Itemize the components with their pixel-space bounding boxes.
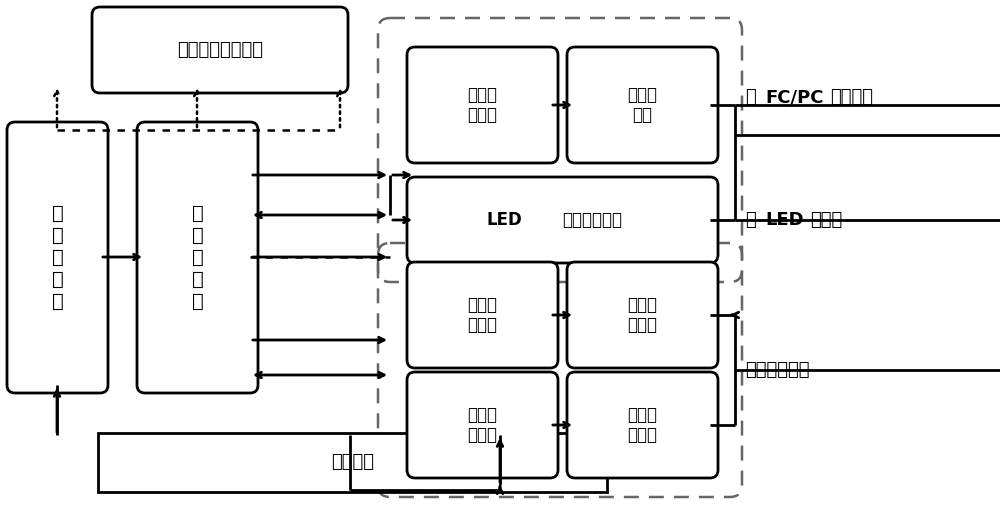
Text: LED: LED: [487, 211, 522, 229]
Text: 恒流驱
动电路: 恒流驱 动电路: [468, 86, 498, 125]
Text: 电压电
流转换: 电压电 流转换: [468, 406, 498, 445]
Text: 数据同步采集模块: 数据同步采集模块: [177, 41, 263, 59]
FancyBboxPatch shape: [98, 433, 607, 492]
FancyBboxPatch shape: [137, 122, 258, 393]
Text: 单色激
光源: 单色激 光源: [628, 86, 658, 125]
FancyBboxPatch shape: [567, 262, 718, 368]
FancyBboxPatch shape: [567, 372, 718, 478]
FancyBboxPatch shape: [92, 7, 348, 93]
Text: 主控模块: 主控模块: [331, 453, 374, 472]
Text: 电流驱
动输出: 电流驱 动输出: [628, 406, 658, 445]
Text: 光
电
隔
离
器: 光 电 隔 离 器: [192, 204, 203, 311]
Text: 电压增
益调整: 电压增 益调整: [468, 296, 498, 334]
Text: LED: LED: [765, 211, 804, 229]
Text: 至: 至: [745, 211, 756, 229]
Text: 灯驱动恒流源: 灯驱动恒流源: [562, 211, 622, 229]
Text: 光电极: 光电极: [810, 211, 842, 229]
Text: 波
形
发
生
器: 波 形 发 生 器: [52, 204, 63, 311]
Text: 至: 至: [745, 88, 756, 106]
FancyBboxPatch shape: [407, 262, 558, 368]
FancyBboxPatch shape: [407, 177, 718, 263]
Text: 适配光纤: 适配光纤: [830, 88, 873, 106]
FancyBboxPatch shape: [7, 122, 108, 393]
Text: 电压驱
动输出: 电压驱 动输出: [628, 296, 658, 334]
FancyBboxPatch shape: [407, 372, 558, 478]
Text: 至电刺激电极: 至电刺激电极: [745, 361, 810, 379]
Text: FC/PC: FC/PC: [765, 88, 824, 106]
FancyBboxPatch shape: [567, 47, 718, 163]
FancyBboxPatch shape: [407, 47, 558, 163]
